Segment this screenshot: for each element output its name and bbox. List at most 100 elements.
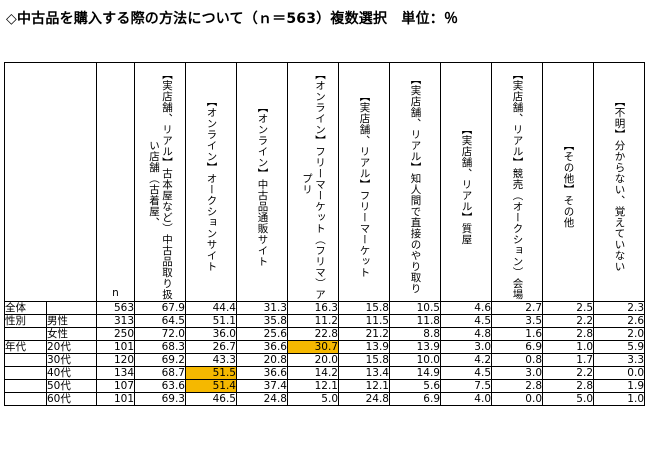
- column-header: 【実店舗、リアル】古本屋など）中古品取り扱い店舗（古着屋、: [134, 62, 186, 302]
- value-cell: 21.2: [338, 327, 390, 341]
- value-cell: 4.6: [440, 301, 492, 315]
- value-cell: 35.8: [236, 314, 288, 328]
- column-header-label: 【不明】分からない、覚えていない: [613, 96, 626, 272]
- column-header-label: 【その他】その他: [562, 140, 575, 228]
- value-cell: 36.6: [236, 340, 288, 354]
- value-cell: 51.5: [185, 366, 237, 380]
- value-cell: 7.5: [440, 379, 492, 393]
- value-cell: 2.2: [542, 366, 594, 380]
- n-label: n: [112, 287, 119, 299]
- table-row: 性別 男性 313 64.5 51.1 35.8 11.2 11.5 11.8 4.5 3.5 2.2…: [4, 314, 645, 328]
- value-cell: 2.5: [542, 301, 594, 315]
- survey-table: n 【実店舗、リアル】古本屋など）中古品取り扱い店舗（古着屋、 【オンライン】オ…: [4, 62, 645, 406]
- value-cell: 0.0: [593, 366, 645, 380]
- value-cell: 3.0: [491, 366, 543, 380]
- column-header: 【実店舗、リアル】競売（オークション）会場: [491, 62, 543, 302]
- value-cell: 2.8: [542, 327, 594, 341]
- column-header-label: 【実店舗、リアル】古本屋など）中古品取り扱い店舗（古着屋、: [148, 68, 173, 300]
- value-cell: 12.1: [338, 379, 390, 393]
- value-cell: 64.5: [134, 314, 186, 328]
- n-header: n: [96, 62, 135, 302]
- column-header: 【オンライン】オークションサイト: [185, 62, 237, 302]
- value-cell: 2.3: [593, 301, 645, 315]
- value-cell: 3.0: [440, 340, 492, 354]
- value-cell: 6.9: [389, 392, 441, 406]
- value-cell: 13.9: [338, 340, 390, 354]
- value-cell: 68.3: [134, 340, 186, 354]
- value-cell: 1.7: [542, 353, 594, 367]
- value-cell: 8.8: [389, 327, 441, 341]
- value-cell: 1.0: [542, 340, 594, 354]
- row-group-label: [4, 379, 47, 393]
- table-row: 40代 134 68.7 51.5 36.6 14.2 13.4 14.9 4.5 3.0 2.2 0…: [4, 366, 645, 380]
- value-cell: 4.0: [440, 392, 492, 406]
- value-cell: 10.0: [389, 353, 441, 367]
- value-cell: 5.0: [287, 392, 339, 406]
- value-cell: 24.8: [338, 392, 390, 406]
- value-cell: 14.9: [389, 366, 441, 380]
- value-cell: 2.7: [491, 301, 543, 315]
- value-cell: 13.9: [389, 340, 441, 354]
- column-header: 【オンライン】中古品通販サイト: [236, 62, 288, 302]
- value-cell: 2.0: [593, 327, 645, 341]
- table-row: 30代 120 69.2 43.3 20.8 20.0 15.8 10.0 4.2 0.8 1.7 3…: [4, 353, 645, 367]
- value-cell: 31.3: [236, 301, 288, 315]
- value-cell: 69.2: [134, 353, 186, 367]
- row-label: 20代: [46, 340, 97, 354]
- value-cell: 24.8: [236, 392, 288, 406]
- row-group-label: 年代: [4, 340, 47, 354]
- value-cell: 2.8: [491, 379, 543, 393]
- corner-cell: [4, 62, 97, 302]
- value-cell: 63.6: [134, 379, 186, 393]
- value-cell: 3.5: [491, 314, 543, 328]
- column-header-label: 【実店舗、リアル】質屋: [460, 123, 473, 245]
- row-group-label: 全体: [4, 301, 47, 315]
- value-cell: 4.5: [440, 366, 492, 380]
- value-cell: 4.5: [440, 314, 492, 328]
- row-label: 40代: [46, 366, 97, 380]
- row-label: 50代: [46, 379, 97, 393]
- value-cell: 44.4: [185, 301, 237, 315]
- row-label: 30代: [46, 353, 97, 367]
- value-cell: 1.0: [593, 392, 645, 406]
- value-cell: 2.8: [542, 379, 594, 393]
- page-title: ◇中古品を購入する際の方法について（ｎ＝563）複数選択 単位：％: [6, 11, 459, 27]
- value-cell: 67.9: [134, 301, 186, 315]
- value-cell: 13.4: [338, 366, 390, 380]
- value-cell: 10.5: [389, 301, 441, 315]
- value-cell: 6.9: [491, 340, 543, 354]
- value-cell: 4.2: [440, 353, 492, 367]
- row-label: 女性: [46, 327, 97, 341]
- column-header: 【オンライン】フリーマーケット（フリマ）アプリ: [287, 62, 339, 302]
- column-header: 【実店舗、リアル】知人間で直接のやり取り: [389, 62, 441, 302]
- table-row: 年代 20代 101 68.3 26.7 36.6 30.7 13.9 13.9 3.0 6.9 1.…: [4, 340, 645, 354]
- value-cell: 2.2: [542, 314, 594, 328]
- value-cell: 14.2: [287, 366, 339, 380]
- table-row: 50代 107 63.6 51.4 37.4 12.1 12.1 5.6 7.5 2.8 2.8 1.…: [4, 379, 645, 393]
- value-cell: 26.7: [185, 340, 237, 354]
- row-n-value: 250: [96, 327, 135, 341]
- value-cell: 1.6: [491, 327, 543, 341]
- value-cell: 22.8: [287, 327, 339, 341]
- row-n-value: 563: [96, 301, 135, 315]
- column-header-label: 【オンライン】中古品通販サイト: [256, 101, 269, 267]
- value-cell: 0.0: [491, 392, 543, 406]
- value-cell: 25.6: [236, 327, 288, 341]
- row-n-value: 101: [96, 392, 135, 406]
- value-cell: 4.8: [440, 327, 492, 341]
- value-cell: 68.7: [134, 366, 186, 380]
- value-cell: 3.3: [593, 353, 645, 367]
- table-row: 全体 563 67.9 44.4 31.3 16.3 15.8 10.5 4.6 2.7 2.5 2.…: [4, 301, 645, 315]
- row-label: [46, 301, 97, 315]
- row-group-label: [4, 392, 47, 406]
- header-row: n 【実店舗、リアル】古本屋など）中古品取り扱い店舗（古着屋、 【オンライン】オ…: [4, 62, 645, 302]
- value-cell: 5.9: [593, 340, 645, 354]
- value-cell: 36.0: [185, 327, 237, 341]
- value-cell: 15.8: [338, 301, 390, 315]
- value-cell: 37.4: [236, 379, 288, 393]
- value-cell: 15.8: [338, 353, 390, 367]
- value-cell: 11.5: [338, 314, 390, 328]
- row-label: 男性: [46, 314, 97, 328]
- value-cell: 0.8: [491, 353, 543, 367]
- value-cell: 43.3: [185, 353, 237, 367]
